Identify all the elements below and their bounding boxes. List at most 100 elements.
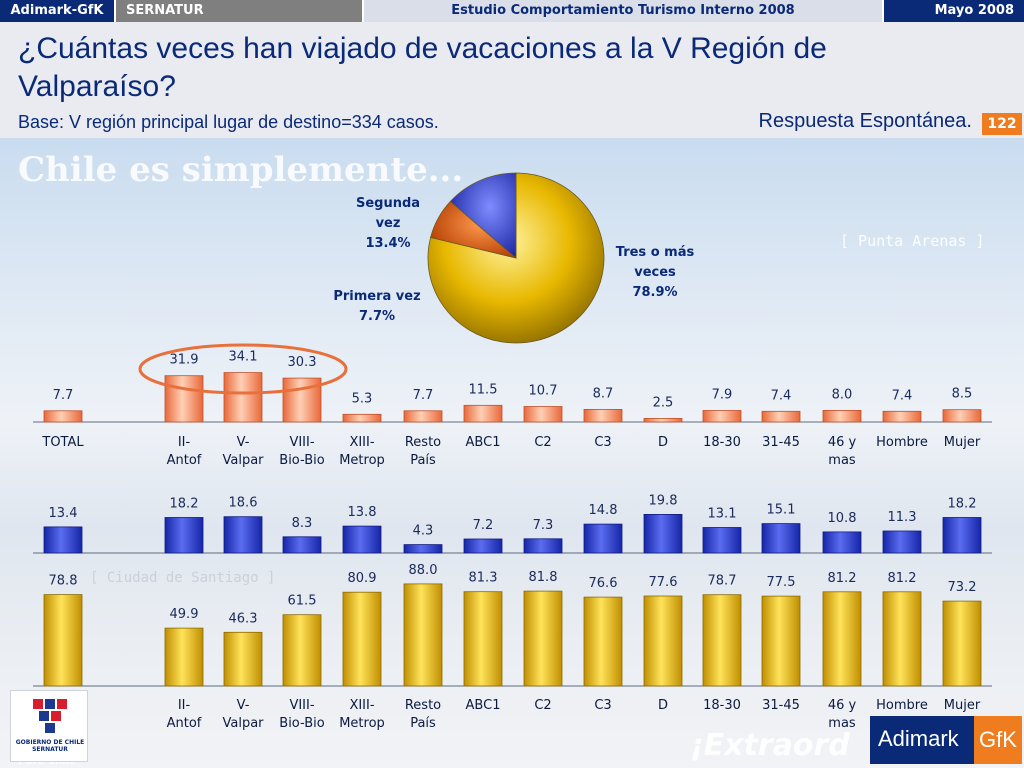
data-label-tres-o-mas-veces-viii-bio-bio: 61.5	[288, 594, 317, 609]
pie-label-primera-vez: Primera vez 7.7%	[333, 289, 420, 324]
data-label-primera-vez-c2: 10.7	[529, 384, 558, 399]
data-label-segunda-vez-46-y-mas: 10.8	[828, 511, 857, 526]
data-label-tres-o-mas-veces-xiii-metrop: 80.9	[348, 571, 377, 586]
category-label-v-valpar: V-Valpar	[222, 435, 264, 468]
data-label-tres-o-mas-veces-resto-pais: 88.0	[409, 563, 438, 578]
bar-segunda-vez-resto-pais	[403, 544, 443, 554]
bar-primera-vez-46-y-mas	[822, 409, 862, 423]
category-label-viii-bio-bio: VIII-Bio-Bio	[279, 698, 324, 731]
data-label-tres-o-mas-veces-hombre: 81.2	[888, 571, 917, 586]
bar-tres-o-mas-veces-c3	[583, 596, 623, 687]
bar-segunda-vez-18-30	[702, 527, 742, 554]
bar-primera-vez-18-30	[702, 410, 742, 423]
category-label-xiii-metrop: XIII-Metrop	[339, 435, 385, 468]
data-label-primera-vez-46-y-mas: 8.0	[832, 387, 853, 402]
data-label-primera-vez-viii-bio-bio: 30.3	[288, 355, 317, 370]
bar-tres-o-mas-veces-31-45	[761, 595, 801, 687]
category-label-c3: C3	[594, 435, 611, 450]
data-label-segunda-vez-c2: 7.3	[533, 518, 554, 533]
category-label-xiii-metrop: XIII-Metrop	[339, 698, 385, 731]
bar-primera-vez-abc1	[463, 404, 503, 423]
category-label-ii-antof: II-Antof	[167, 698, 202, 731]
data-label-tres-o-mas-veces-mujer: 73.2	[948, 580, 977, 595]
bar-tres-o-mas-veces-resto-pais	[403, 583, 443, 687]
bar-primera-vez-mujer	[942, 409, 982, 423]
response-type: Respuesta Espontánea.	[758, 110, 973, 132]
bar-tres-o-mas-veces-46-y-mas	[822, 591, 862, 687]
data-label-primera-vez-resto-pais: 7.7	[413, 388, 434, 403]
bar-segunda-vez-ii-antof	[164, 517, 204, 554]
slide-title: ¿Cuántas veces han viajado de vacaciones…	[18, 32, 827, 103]
watermark-extraordinario: ¡Extraord	[690, 728, 850, 763]
data-label-tres-o-mas-veces-v-valpar: 46.3	[229, 611, 258, 626]
data-label-tres-o-mas-veces-ii-antof: 49.9	[170, 607, 199, 622]
category-label-31-45: 31-45	[762, 435, 800, 450]
bar-tres-o-mas-veces-d	[643, 595, 683, 687]
data-label-primera-vez-mujer: 8.5	[952, 387, 973, 402]
data-label-primera-vez-hombre: 7.4	[892, 388, 913, 403]
data-label-segunda-vez-total: 13.4	[49, 506, 78, 521]
gobierno-label: GOBIERNO DE CHILE SERNATUR	[15, 739, 85, 753]
bar-tres-o-mas-veces-v-valpar	[223, 631, 263, 687]
logo-adimark-text: Adimark	[878, 726, 959, 751]
bar-segunda-vez-v-valpar	[223, 516, 263, 554]
bar-primera-vez-c2	[523, 406, 563, 423]
slide-header	[0, 22, 1024, 138]
bar-primera-vez-resto-pais	[403, 410, 443, 423]
date-label: Mayo 2008	[884, 0, 1024, 22]
category-label-c2: C2	[534, 435, 551, 450]
data-label-primera-vez-18-30: 7.9	[712, 388, 733, 403]
category-label-abc1: ABC1	[466, 698, 501, 713]
pie-slice-segunda-vez	[449, 172, 517, 259]
data-label-segunda-vez-c3: 14.8	[589, 503, 618, 518]
bar-primera-vez-total	[43, 410, 83, 423]
brand-label: Adimark-GfK	[0, 0, 114, 22]
data-label-tres-o-mas-veces-c2: 81.8	[529, 570, 558, 585]
category-labels: TOTAL II-Antof V-Valpar VIII-Bio-Bio XIII-Me…	[41, 435, 980, 731]
bar-segunda-vez-viii-bio-bio	[282, 536, 322, 554]
bar-segunda-vez-mujer	[942, 517, 982, 554]
data-label-segunda-vez-31-45: 15.1	[767, 503, 796, 518]
client-label: SERNATUR	[116, 0, 362, 22]
data-label-segunda-vez-resto-pais: 4.3	[413, 524, 434, 539]
pie-label-segunda-vez: Segunda vez 13.4%	[356, 196, 420, 251]
bar-tres-o-mas-veces-xiii-metrop	[342, 591, 382, 687]
data-label-tres-o-mas-veces-d: 77.6	[649, 575, 678, 590]
bar-charts: 7.7 31.9 34.1 30.3 5.3 7.7 11.5 10.7 8.7 2.5 7.9 7.…	[33, 343, 992, 687]
bar-primera-vez-d	[643, 417, 683, 423]
data-label-segunda-vez-ii-antof: 18.2	[170, 497, 199, 512]
data-label-primera-vez-d: 2.5	[653, 395, 674, 410]
category-label-total: TOTAL	[41, 435, 84, 450]
bar-tres-o-mas-veces-viii-bio-bio	[282, 614, 322, 687]
data-label-segunda-vez-abc1: 7.2	[473, 518, 494, 533]
data-label-primera-vez-abc1: 11.5	[469, 382, 498, 397]
category-label-viii-bio-bio: VIII-Bio-Bio	[279, 435, 324, 468]
bar-primera-vez-ii-antof	[164, 375, 204, 423]
category-label-18-30: 18-30	[703, 698, 741, 713]
bar-primera-vez-c3	[583, 408, 623, 423]
pie-chart: Tres o más veces 78.9% Primera vez 7.7% Segun…	[333, 172, 695, 344]
data-label-primera-vez-c3: 8.7	[593, 386, 614, 401]
data-label-primera-vez-total: 7.7	[53, 388, 74, 403]
pie-label-tres-o-mas-veces: Tres o más veces 78.9%	[616, 245, 695, 300]
category-label-46-y-mas: 46 y mas	[828, 435, 857, 468]
logo-gfk-text: GfK	[974, 716, 1022, 764]
data-label-tres-o-mas-veces-18-30: 78.7	[708, 574, 737, 589]
bar-segunda-vez-31-45	[761, 523, 801, 554]
category-label-resto-pais: Resto País	[405, 435, 441, 468]
category-label-c3: C3	[594, 698, 611, 713]
data-label-segunda-vez-v-valpar: 18.6	[229, 496, 258, 511]
bar-segunda-vez-46-y-mas	[822, 531, 862, 554]
bar-segunda-vez-xiii-metrop	[342, 525, 382, 554]
data-label-segunda-vez-d: 19.8	[649, 493, 678, 508]
bar-segunda-vez-c3	[583, 523, 623, 554]
category-label-mujer: Mujer	[944, 698, 981, 713]
gobierno-de-chile-logo: GOBIERNO DE CHILE SERNATUR	[10, 690, 88, 762]
category-label-abc1: ABC1	[466, 435, 501, 450]
watermark-punta-arenas: [ Punta Arenas ]	[840, 232, 985, 250]
bar-segunda-vez-hombre	[882, 530, 922, 554]
category-label-d: D	[658, 698, 668, 713]
watermark-santiago: [ Ciudad de Santiago ]	[90, 570, 276, 586]
page-number: 122	[982, 113, 1022, 135]
